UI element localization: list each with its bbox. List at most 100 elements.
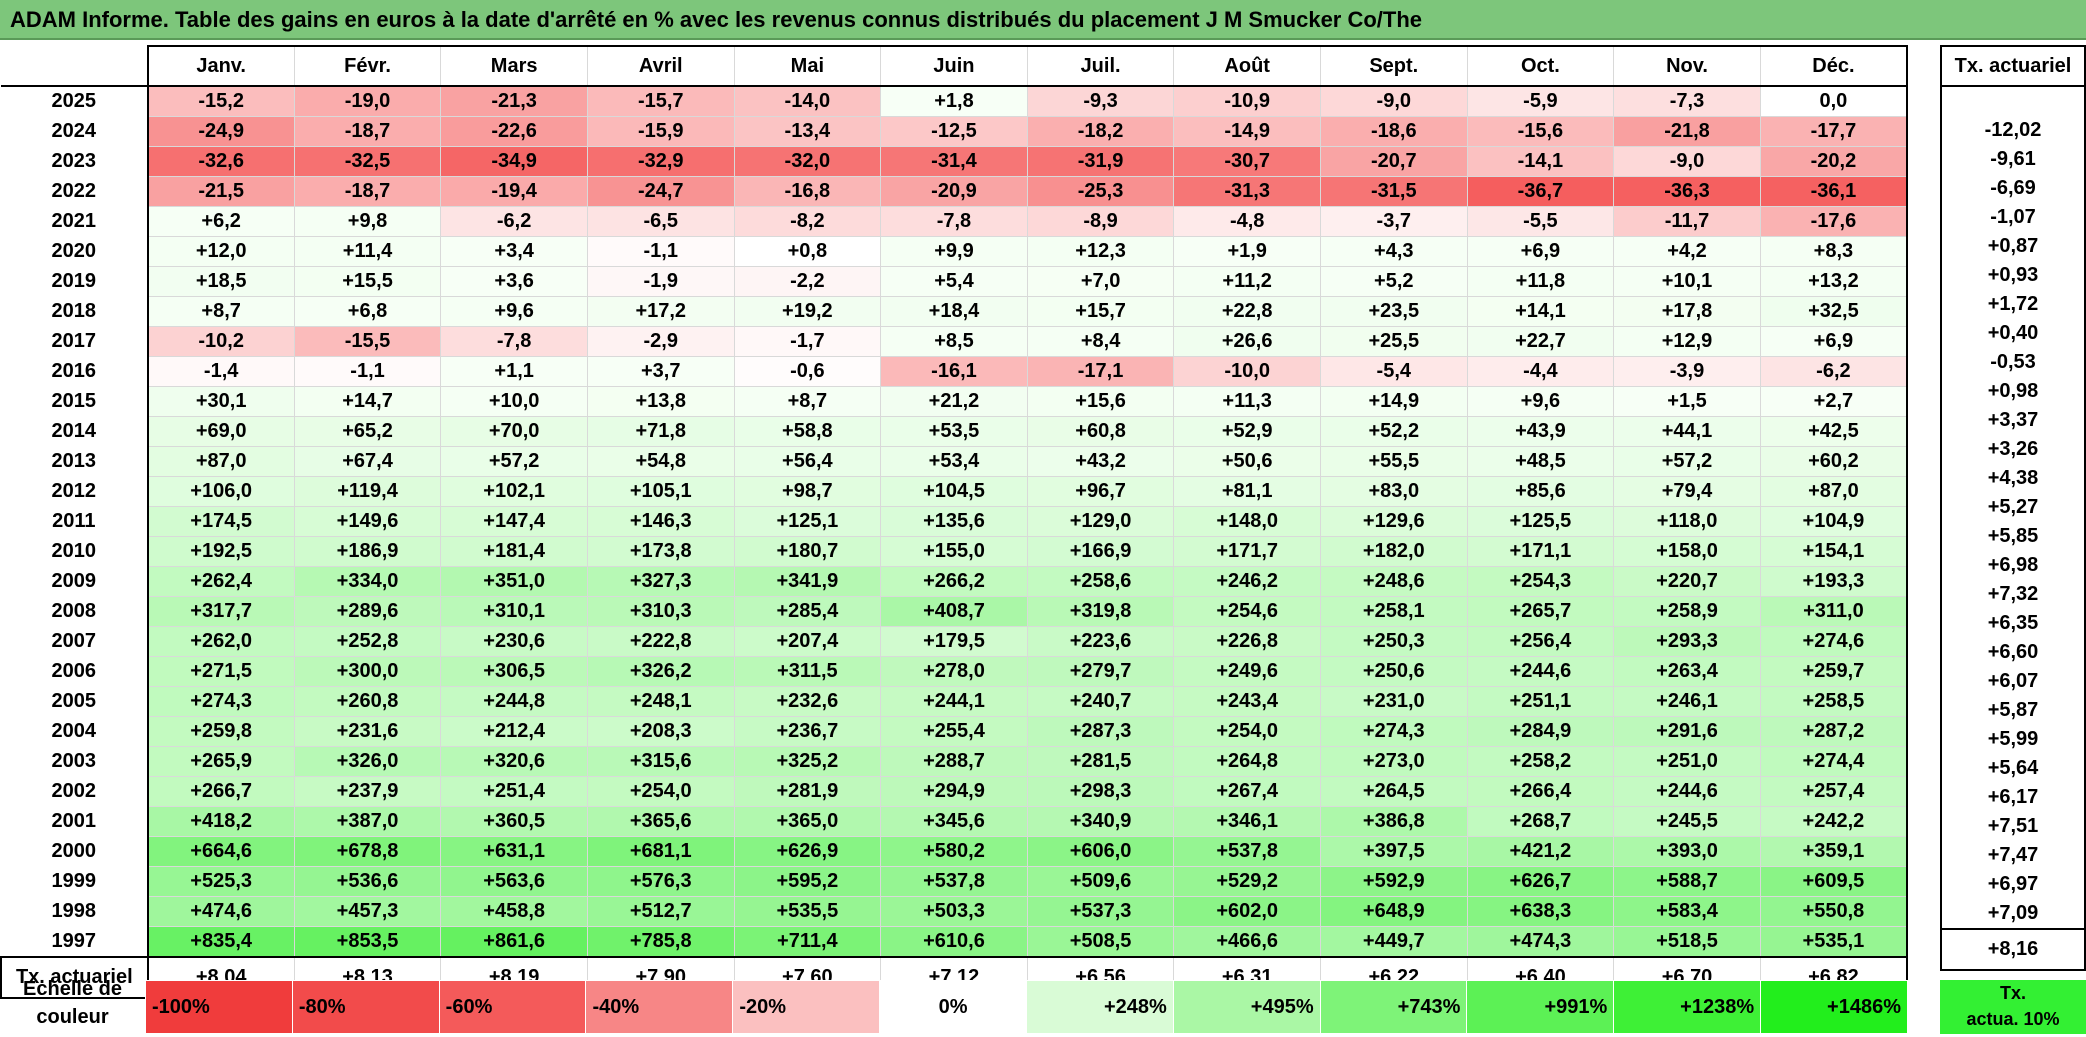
color-scale: -100% -80% -60% -40% -20% 0% +248% +495% +743% +9… bbox=[145, 980, 1908, 1034]
gain-cell: 0,0 bbox=[1759, 85, 1908, 117]
gain-cell: +15,7 bbox=[1026, 296, 1175, 327]
table-row: 2005 +274,3 +260,8 +244,8 +248,1 +232,6 +244,1… bbox=[1, 686, 1908, 717]
actuarial-rate-cell: +3,37 bbox=[1940, 406, 2086, 435]
table-row: 2008 +317,7 +289,6 +310,1 +310,3 +285,4 +408,7… bbox=[1, 596, 1908, 627]
color-scale-actuarial-swatch: Tx. actua. 10% bbox=[1940, 980, 2086, 1034]
gain-cell: +835,4 bbox=[147, 926, 295, 958]
gain-cell: -5,9 bbox=[1466, 85, 1615, 117]
gain-cell: +334,0 bbox=[293, 566, 442, 597]
gain-cell: +9,8 bbox=[293, 206, 442, 237]
gain-cell: +87,0 bbox=[147, 446, 295, 477]
table-row: 2003 +265,9 +326,0 +320,6 +315,6 +325,2 +288,7… bbox=[1, 746, 1908, 777]
gain-cell: +6,2 bbox=[147, 206, 295, 237]
color-scale-label: Echelle de couleur bbox=[0, 975, 145, 1035]
gain-cell: +104,9 bbox=[1759, 506, 1908, 537]
table-row: 1997 +835,4 +853,5 +861,6 +785,8 +711,4 +610,6… bbox=[1, 926, 1908, 958]
year-label: 2012 bbox=[1, 476, 149, 507]
gain-cell: +11,3 bbox=[1173, 386, 1321, 417]
gain-cell: +266,4 bbox=[1466, 776, 1615, 807]
gain-cell: +44,1 bbox=[1613, 416, 1761, 447]
month-header: Août bbox=[1173, 45, 1321, 87]
gain-cell: +626,9 bbox=[733, 836, 882, 867]
actuarial-rate-cell: +6,35 bbox=[1940, 609, 2086, 638]
year-label: 1998 bbox=[1, 896, 149, 927]
gain-cell: +550,8 bbox=[1759, 896, 1908, 927]
gain-cell: +9,6 bbox=[1466, 386, 1615, 417]
actuarial-rate-cell: +5,64 bbox=[1940, 754, 2086, 783]
gain-cell: +11,4 bbox=[293, 236, 442, 267]
gain-cell: +71,8 bbox=[586, 416, 735, 447]
table-row: 2017 -10,2 -15,5 -7,8 -2,9 -1,7 +8,5 +8,4 +26,6 +… bbox=[1, 326, 1908, 357]
gain-cell: +53,4 bbox=[880, 446, 1028, 477]
gain-cell: +449,7 bbox=[1319, 926, 1468, 958]
gain-cell: +10,0 bbox=[440, 386, 588, 417]
gain-cell: +8,7 bbox=[147, 296, 295, 327]
gain-cell: +288,7 bbox=[880, 746, 1028, 777]
year-label: 2013 bbox=[1, 446, 149, 477]
gain-cell: +14,9 bbox=[1319, 386, 1468, 417]
gain-cell: +359,1 bbox=[1759, 836, 1908, 867]
gain-cell: +9,6 bbox=[440, 296, 588, 327]
actuarial-rate-cell: +5,87 bbox=[1940, 696, 2086, 725]
gain-cell: +251,4 bbox=[440, 776, 588, 807]
gain-cell: +245,5 bbox=[1613, 806, 1761, 837]
gain-cell: +85,6 bbox=[1466, 476, 1615, 507]
gain-cell: -14,0 bbox=[733, 85, 882, 117]
table-row: 2011 +174,5 +149,6 +147,4 +146,3 +125,1 +135,6… bbox=[1, 506, 1908, 537]
actuarial-rate-cell: +0,40 bbox=[1940, 319, 2086, 348]
gain-cell: +525,3 bbox=[147, 866, 295, 897]
gain-cell: +537,8 bbox=[1173, 836, 1321, 867]
gain-cell: +262,0 bbox=[147, 626, 295, 657]
gain-cell: -18,2 bbox=[1026, 116, 1175, 147]
gain-cell: +48,5 bbox=[1466, 446, 1615, 477]
gain-cell: +125,1 bbox=[733, 506, 882, 537]
color-scale-swatch: +495% bbox=[1172, 980, 1321, 1034]
gain-cell: -3,9 bbox=[1613, 356, 1761, 387]
table-row: 2019 +18,5 +15,5 +3,6 -1,9 -2,2 +5,4 +7,0 +11,2 +… bbox=[1, 266, 1908, 297]
actuarial-rate-cell bbox=[1940, 86, 2086, 116]
gain-cell: +271,5 bbox=[147, 656, 295, 687]
year-label: 2007 bbox=[1, 626, 149, 657]
month-header: Sept. bbox=[1319, 45, 1468, 87]
gain-cell: +310,1 bbox=[440, 596, 588, 627]
gain-cell: -25,3 bbox=[1026, 176, 1175, 207]
gain-cell: +10,1 bbox=[1613, 266, 1761, 297]
gain-cell: +8,4 bbox=[1026, 326, 1175, 357]
gain-cell: +360,5 bbox=[440, 806, 588, 837]
gain-cell: +25,5 bbox=[1319, 326, 1468, 357]
gain-cell: +606,0 bbox=[1026, 836, 1175, 867]
gain-cell: +2,7 bbox=[1759, 386, 1908, 417]
gain-cell: -13,4 bbox=[733, 116, 882, 147]
gain-cell: -6,2 bbox=[440, 206, 588, 237]
gain-cell: +158,0 bbox=[1613, 536, 1761, 567]
year-label: 2008 bbox=[1, 596, 149, 627]
gain-cell: -1,1 bbox=[293, 356, 442, 387]
year-label: 2011 bbox=[1, 506, 149, 537]
actuarial-rate-cell: +7,47 bbox=[1940, 841, 2086, 870]
year-label: 2017 bbox=[1, 326, 149, 357]
gain-cell: -18,6 bbox=[1319, 116, 1468, 147]
gain-cell: +22,8 bbox=[1173, 296, 1321, 327]
gain-cell: +421,2 bbox=[1466, 836, 1615, 867]
actuarial-rate-row-label: Tx. actuariel bbox=[0, 956, 149, 999]
gain-cell: -3,7 bbox=[1319, 206, 1468, 237]
month-header: Déc. bbox=[1759, 45, 1908, 87]
gain-cell: +60,8 bbox=[1026, 416, 1175, 447]
table-row: 1999 +525,3 +536,6 +563,6 +576,3 +595,2 +537,8… bbox=[1, 866, 1908, 897]
gain-cell: +536,6 bbox=[293, 866, 442, 897]
gain-cell: +325,2 bbox=[733, 746, 882, 777]
gain-cell: +13,2 bbox=[1759, 266, 1908, 297]
gain-cell: +58,8 bbox=[733, 416, 882, 447]
gain-cell: -6,2 bbox=[1759, 356, 1908, 387]
gain-cell: +244,6 bbox=[1613, 776, 1761, 807]
gain-cell: +386,8 bbox=[1319, 806, 1468, 837]
gain-cell: +42,5 bbox=[1759, 416, 1908, 447]
gain-cell: +174,5 bbox=[147, 506, 295, 537]
month-header: Mars bbox=[440, 45, 588, 87]
gain-cell: +181,4 bbox=[440, 536, 588, 567]
color-scale-swatch: +1486% bbox=[1760, 980, 1908, 1034]
gain-cell: +327,3 bbox=[586, 566, 735, 597]
color-scale-label-line1: Echelle de bbox=[23, 978, 122, 1000]
gain-cell: +278,0 bbox=[880, 656, 1028, 687]
table-row: 2018 +8,7 +6,8 +9,6 +17,2 +19,2 +18,4 +15,7 +22,… bbox=[1, 296, 1908, 327]
